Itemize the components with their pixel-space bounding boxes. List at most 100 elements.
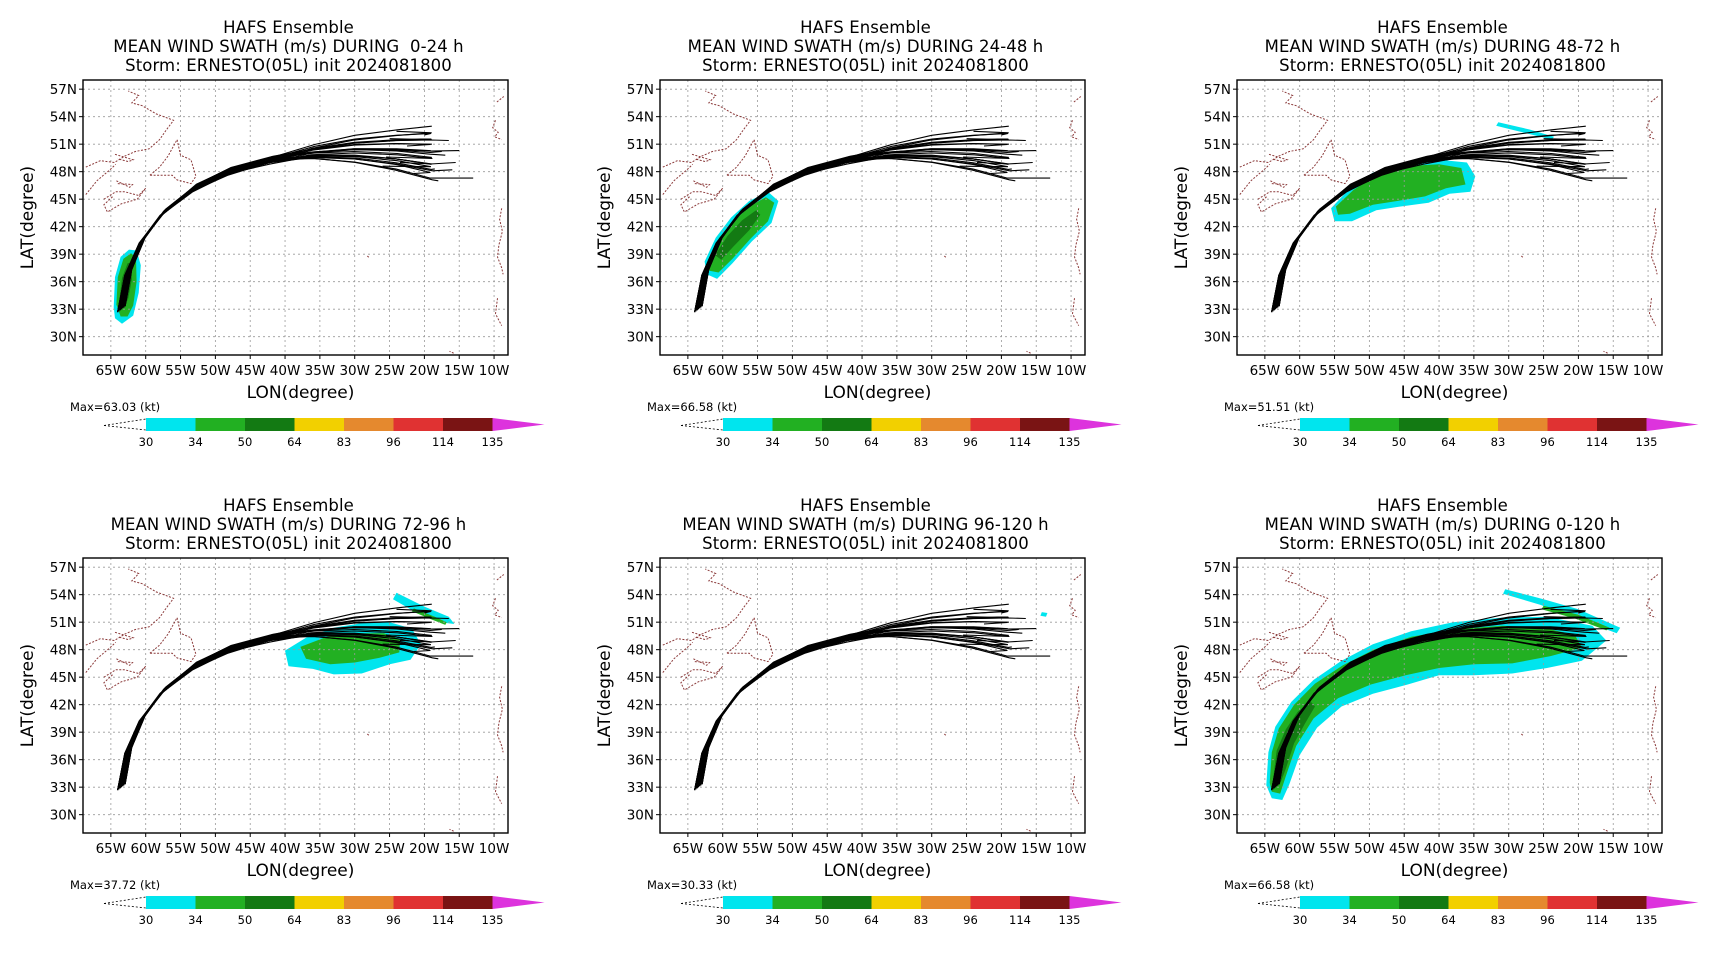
colorbar-low-extension bbox=[1257, 418, 1301, 426]
colorbar-low-extension bbox=[1257, 425, 1301, 431]
panel-title-line3: Storm: ERNESTO(05L) init 2024081800 bbox=[702, 56, 1029, 75]
lon-tick-label: 50W bbox=[1354, 841, 1385, 857]
colorbar-tick-label: 114 bbox=[432, 435, 454, 449]
lon-tick-label: 35W bbox=[1459, 841, 1490, 857]
lat-tick-label: 45N bbox=[627, 670, 654, 686]
colorbar-segment bbox=[393, 896, 443, 909]
coastline bbox=[1648, 298, 1657, 326]
colorbar-tick-label: 135 bbox=[1636, 913, 1658, 927]
coastline bbox=[496, 686, 504, 753]
lat-tick-label: 36N bbox=[1204, 275, 1231, 291]
ensemble-track bbox=[1278, 125, 1586, 307]
colorbar-segment bbox=[723, 418, 773, 431]
ensemble-track bbox=[1278, 603, 1586, 785]
lon-tick-label: 10W bbox=[479, 841, 510, 857]
colorbar-tick-label: 50 bbox=[238, 435, 253, 449]
colorbar-segment bbox=[871, 896, 921, 909]
coastline bbox=[1650, 574, 1659, 581]
lon-tick-label: 30W bbox=[916, 363, 947, 379]
lat-tick-label: 30N bbox=[50, 808, 77, 824]
colorbar-tick-label: 64 bbox=[287, 913, 302, 927]
coastline bbox=[1303, 138, 1351, 185]
swath-region-34kt bbox=[1335, 164, 1466, 215]
lat-tick-label: 33N bbox=[1204, 780, 1231, 796]
colorbar-tick-label: 135 bbox=[482, 913, 504, 927]
x-axis-label: LON(degree) bbox=[1401, 383, 1509, 403]
colorbar-tick-label: 135 bbox=[1059, 913, 1081, 927]
panel-title-line1: HAFS Ensemble bbox=[800, 18, 931, 37]
lon-tick-label: 30W bbox=[1493, 363, 1524, 379]
colorbar-segment bbox=[195, 418, 245, 431]
ensemble-track bbox=[701, 603, 1009, 785]
panel-title-line2: MEAN WIND SWATH (m/s) DURING 0-24 h bbox=[113, 37, 464, 56]
lon-tick-label: 55W bbox=[1319, 841, 1350, 857]
plot-area bbox=[660, 80, 1085, 355]
lon-tick-label: 60W bbox=[707, 841, 738, 857]
coastline bbox=[662, 641, 694, 673]
colorbar-tick-label: 30 bbox=[716, 913, 731, 927]
lon-tick-label: 60W bbox=[1284, 363, 1315, 379]
lon-tick-label: 25W bbox=[374, 363, 405, 379]
lat-tick-label: 39N bbox=[627, 247, 654, 263]
coastline bbox=[1268, 153, 1289, 163]
lat-tick-label: 33N bbox=[50, 302, 77, 318]
lon-tick-label: 35W bbox=[1459, 363, 1490, 379]
plot-area bbox=[1237, 80, 1662, 355]
colorbar-low-extension bbox=[103, 896, 147, 904]
coastline bbox=[1648, 776, 1657, 804]
lat-tick-label: 39N bbox=[1204, 247, 1231, 263]
colorbar-segment bbox=[1020, 896, 1070, 909]
colorbar-segment bbox=[1597, 418, 1647, 431]
coastline bbox=[1073, 208, 1081, 275]
colorbar-segment bbox=[1547, 418, 1597, 431]
coastline bbox=[1239, 568, 1329, 646]
lat-tick-label: 42N bbox=[50, 698, 77, 714]
coastline bbox=[85, 641, 117, 673]
lon-tick-label: 50W bbox=[1354, 363, 1385, 379]
coastline bbox=[1071, 298, 1080, 326]
lon-tick-label: 50W bbox=[200, 363, 231, 379]
colorbar-low-extension bbox=[680, 903, 724, 909]
ensemble-track bbox=[1276, 138, 1586, 309]
y-axis-label: LAT(degree) bbox=[1172, 644, 1192, 747]
colorbar-low-extension bbox=[1257, 903, 1301, 909]
swath-panel-48-72h: HAFS Ensemble MEAN WIND SWATH (m/s) DURI… bbox=[1154, 0, 1731, 478]
colorbar-tick-label: 64 bbox=[287, 435, 302, 449]
lat-tick-label: 54N bbox=[50, 588, 77, 604]
lat-tick-label: 54N bbox=[50, 110, 77, 126]
colorbar-segment bbox=[1399, 896, 1449, 909]
coastline bbox=[943, 733, 947, 737]
coastline bbox=[1603, 828, 1608, 832]
ensemble-track bbox=[122, 616, 432, 787]
lon-tick-label: 40W bbox=[847, 363, 878, 379]
max-value-label: Max=66.58 (kt) bbox=[647, 400, 737, 414]
lat-tick-label: 30N bbox=[1204, 808, 1231, 824]
coastline bbox=[116, 180, 134, 188]
coastline bbox=[662, 163, 694, 195]
coastline bbox=[1239, 163, 1271, 195]
ensemble-track bbox=[695, 634, 1030, 790]
colorbar-tick-label: 83 bbox=[337, 435, 352, 449]
coastline bbox=[449, 828, 454, 832]
coastline bbox=[494, 298, 503, 326]
ensemble-track bbox=[124, 125, 432, 307]
lat-tick-label: 39N bbox=[50, 725, 77, 741]
colorbar-segment bbox=[1300, 418, 1350, 431]
coastline bbox=[1073, 96, 1082, 103]
lon-tick-label: 15W bbox=[1598, 841, 1629, 857]
lat-tick-label: 45N bbox=[50, 670, 77, 686]
y-axis-label: LAT(degree) bbox=[595, 166, 615, 269]
colorbar-low-extension bbox=[680, 896, 724, 904]
lat-tick-label: 30N bbox=[627, 808, 654, 824]
coastline bbox=[693, 180, 711, 188]
colorbar-tick-label: 83 bbox=[914, 913, 929, 927]
colorbar-high-extension bbox=[492, 896, 545, 909]
y-axis-label: LAT(degree) bbox=[1172, 166, 1192, 269]
ensemble-track bbox=[1272, 634, 1607, 790]
y-axis-label: LAT(degree) bbox=[18, 644, 38, 747]
panel-title-line2: MEAN WIND SWATH (m/s) DURING 72-96 h bbox=[110, 515, 467, 534]
colorbar-tick-label: 96 bbox=[1540, 913, 1555, 927]
coastline bbox=[1257, 665, 1301, 691]
